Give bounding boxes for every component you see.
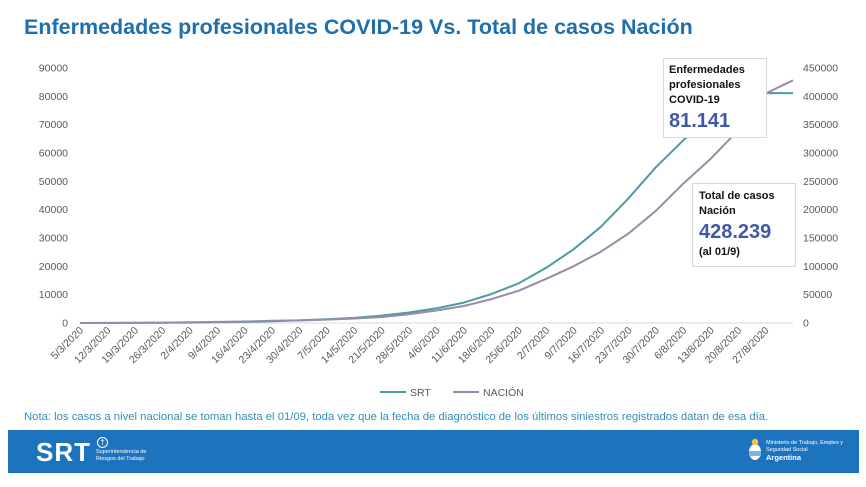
y-left-tick-label: 70000 [39, 119, 68, 131]
footnote: Nota: los casos a nivel nacional se toma… [24, 411, 769, 423]
chart-legend: SRT NACIÓN [380, 386, 524, 399]
srt-logo-icon: † [97, 437, 108, 448]
y-left-tick-label: 0 [62, 318, 68, 330]
y-left-tick-label: 80000 [39, 91, 68, 103]
y-right-tick-label: 150000 [803, 233, 838, 245]
ministry-label: Ministerio de Trabajo, Empleo y Segurida… [766, 440, 856, 462]
nacion-callout-value: 428.239 [699, 221, 772, 243]
legend-label: SRT [410, 387, 431, 399]
ministry-country: Argentina [766, 453, 802, 462]
legend-label: NACIÓN [483, 386, 524, 399]
y-right-tick-label: 50000 [803, 289, 832, 301]
y-right-tick-label: 400000 [803, 91, 838, 103]
y-left-tick-label: 20000 [39, 261, 68, 273]
y-right-tick-label: 250000 [803, 176, 838, 188]
srt-logo-subtitle: Superintendencia de Riesgos del Trabajo [96, 449, 147, 462]
y-right-tick-label: 100000 [803, 261, 838, 273]
srt-callout-label: Enfermedades profesionales COVID-19 [669, 64, 745, 106]
nacion-callout-label: Total de casos Nación [699, 190, 775, 217]
y-right-tick-label: 300000 [803, 148, 838, 160]
srt-callout: Enfermedades profesionales COVID-19 81.1… [663, 58, 767, 138]
y-left-tick-label: 40000 [39, 204, 68, 216]
y-left-tick-label: 60000 [39, 148, 68, 160]
y-right-tick-label: 450000 [803, 63, 838, 75]
series-layer [79, 79, 794, 324]
srt-logo: SRT [36, 437, 91, 467]
coat-of-arms-icon [749, 438, 761, 460]
ministry-name: Ministerio de Trabajo, Empleo y Segurida… [766, 440, 844, 453]
nacion-callout: Total de casos Nación 428.239 (al 01/9) [692, 183, 796, 267]
y-right-tick-label: 350000 [803, 119, 838, 131]
page-title: Enfermedades profesionales COVID-19 Vs. … [24, 15, 693, 39]
footer-bar: SRT † Superintendencia de Riesgos del Tr… [8, 430, 859, 473]
series-line-nación [80, 79, 794, 324]
srt-callout-value: 81.141 [669, 110, 731, 132]
y-left-tick-label: 10000 [39, 289, 68, 301]
y-right-tick-label: 200000 [803, 204, 838, 216]
y-left-tick-label: 30000 [39, 233, 68, 245]
y-left-tick-label: 50000 [39, 176, 68, 188]
y-left-tick-label: 90000 [39, 63, 68, 75]
y-right-tick-label: 0 [803, 318, 809, 330]
nacion-callout-date: (al 01/9) [699, 246, 740, 258]
